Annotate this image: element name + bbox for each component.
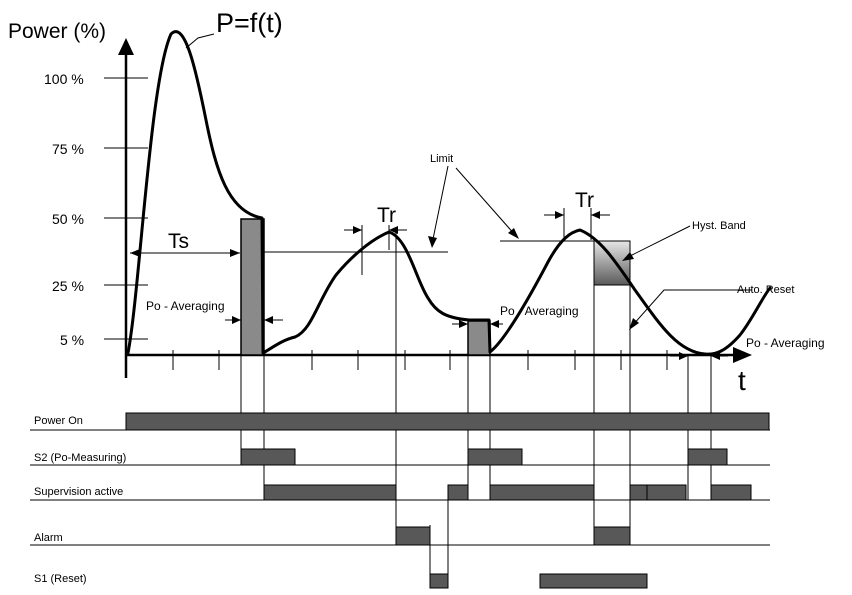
- limit-leader-1: [431, 165, 449, 245]
- limit-leader-2: [455, 167, 517, 237]
- supervision-bar-5: [646, 484, 687, 501]
- y-axis-title: Power (%): [8, 20, 106, 43]
- po-avg2-arrow-right-icon: [490, 320, 499, 328]
- alarm-bar-1: [395, 526, 431, 546]
- supervision-bar-2: [447, 484, 469, 501]
- hyst-band-leader: [625, 225, 691, 259]
- power-curve: [126, 30, 772, 356]
- x-axis-arrow-icon: [733, 347, 752, 363]
- tr2-arrow-left-icon: [555, 211, 564, 219]
- po-avg3-arrow-left-icon: [679, 352, 688, 360]
- limit-label: Limit: [430, 153, 453, 165]
- y-tick-label-25: 25 %: [52, 278, 84, 294]
- limit-arrow-1-icon: [428, 236, 437, 248]
- supervision-bar-3: [489, 484, 595, 501]
- po-avg3-arrow-right-icon: [711, 352, 720, 360]
- supervision-bar-4: [629, 484, 648, 501]
- s2-bar-1: [240, 448, 296, 466]
- hysteresis-band: [593, 240, 631, 286]
- row-label-alarm: Alarm: [34, 532, 63, 544]
- y-tick-label-75: 75 %: [52, 141, 84, 157]
- averaging-region-1: [240, 218, 265, 356]
- ts-arrow-left-icon: [130, 249, 140, 257]
- averaging-region-2: [467, 320, 491, 356]
- po-avg2-arrow-left-icon: [459, 320, 468, 328]
- auto-reset-leader: [631, 289, 752, 327]
- auto-reset-label: Auto. Reset: [737, 284, 794, 296]
- po-averaging-label-1: Po - Averaging: [146, 299, 225, 313]
- po-avg1-arrow-left-icon: [232, 316, 241, 324]
- s2-bar-3: [687, 448, 728, 466]
- y-tick-label-50: 50 %: [52, 211, 84, 227]
- po-averaging-label-3: Po - Averaging: [746, 336, 825, 350]
- tr2-label: Tr: [575, 189, 594, 212]
- row-label-s1: S1 (Reset): [34, 573, 87, 585]
- s2-bar-2: [467, 448, 523, 466]
- alarm-bar-2: [593, 526, 631, 546]
- power-on-bar: [125, 412, 770, 431]
- limit-arrow-2-icon: [508, 228, 519, 239]
- tr2-arrow-right-icon: [591, 211, 600, 219]
- function-label: P=f(t): [216, 8, 283, 38]
- x-ticks: [172, 350, 668, 370]
- po-averaging-label-2: Po - Averaging: [500, 304, 579, 318]
- auto-reset-arrow-icon: [629, 318, 639, 330]
- s1-bar-2: [539, 573, 648, 589]
- tr1-label: Tr: [377, 204, 396, 227]
- hyst-band-arrow-icon: [622, 252, 634, 261]
- ts-label: Ts: [168, 230, 189, 253]
- hyst-band-label: Hyst. Band: [692, 220, 746, 232]
- row-label-supervision: Supervision active: [34, 486, 123, 498]
- tr1-arrow-left-icon: [353, 226, 362, 234]
- function-leader-line: [185, 33, 215, 49]
- supervision-bar-1: [263, 484, 397, 501]
- ts-arrow-right-icon: [230, 249, 240, 257]
- row-label-s2: S2 (Po-Measuring): [34, 452, 126, 464]
- x-axis-title: t: [738, 365, 746, 396]
- supervision-bar-6: [710, 484, 752, 501]
- row-label-power-on: Power On: [34, 415, 83, 427]
- projection-lines: [240, 232, 712, 588]
- y-tick-label-100: 100 %: [44, 71, 84, 87]
- y-axis-arrow-icon: [118, 38, 134, 55]
- y-tick-label-5: 5 %: [60, 332, 84, 348]
- po-avg1-arrow-right-icon: [264, 316, 273, 324]
- s1-bar-1: [429, 573, 449, 589]
